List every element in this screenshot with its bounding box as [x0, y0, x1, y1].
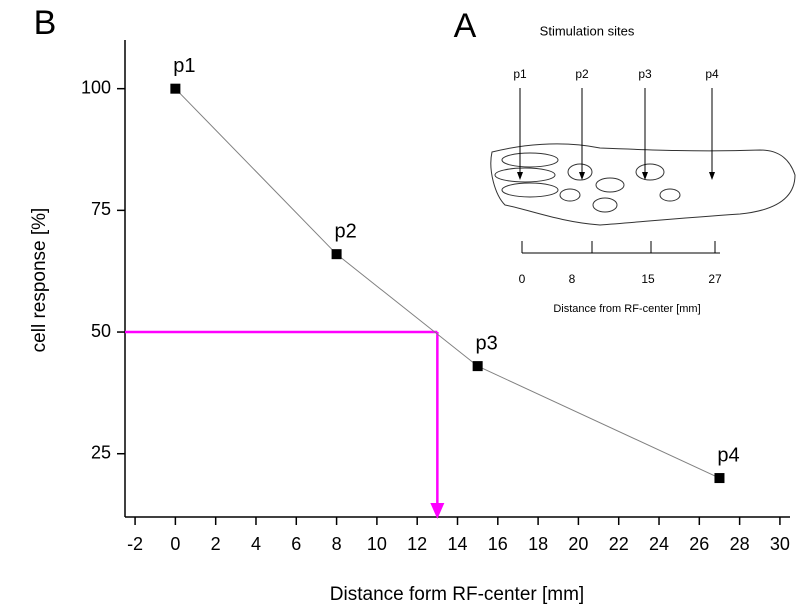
point-label: p4	[717, 444, 739, 466]
inset-arrowhead	[642, 172, 648, 180]
data-point	[472, 361, 483, 372]
x-tick-label: 4	[251, 534, 261, 554]
inset-site-label: p2	[575, 67, 589, 81]
inset-title: Stimulation sites	[540, 23, 635, 38]
x-tick-label: 6	[291, 534, 301, 554]
inset-tick-label: 27	[708, 272, 722, 286]
hand-details	[494, 152, 681, 213]
inset-tick-label: 0	[519, 272, 526, 286]
x-tick-label: 12	[407, 534, 427, 554]
x-tick-label: 16	[488, 534, 508, 554]
hand-outline	[490, 143, 796, 226]
inset-axis	[521, 241, 720, 254]
data-point	[331, 249, 342, 260]
x-tick-label: 2	[211, 534, 221, 554]
data-point	[714, 473, 725, 484]
inset-arrowhead	[517, 172, 523, 180]
panel-label: A	[454, 7, 477, 45]
y-tick-label: 75	[91, 199, 111, 219]
inset-tick-label: 15	[641, 272, 655, 286]
data-line	[175, 88, 720, 479]
y-axis-label: cell response [%]	[29, 208, 50, 353]
y-tick-label: 50	[91, 321, 111, 341]
x-tick-label: 20	[568, 534, 588, 554]
point-label: p1	[173, 55, 195, 77]
inset-site-label: p3	[638, 67, 652, 81]
x-tick-label: 0	[170, 534, 180, 554]
x-tick-label: 30	[770, 534, 790, 554]
x-tick-label: -2	[127, 534, 143, 554]
x-tick-label: 8	[332, 534, 342, 554]
x-tick-label: 24	[649, 534, 669, 554]
x-tick-label: 10	[367, 534, 387, 554]
x-tick-label: 22	[609, 534, 629, 554]
inset: A Stimulation sites Distance from RF-cen…	[454, 7, 796, 315]
annotation-arrowhead	[430, 503, 445, 519]
point-label: p3	[476, 332, 498, 354]
x-tick-label: 28	[730, 534, 750, 554]
inset-tick-label: 8	[569, 272, 576, 286]
x-tick-label: 18	[528, 534, 548, 554]
inset-site-label: p4	[705, 67, 719, 81]
inset-arrowhead	[579, 172, 585, 180]
panel-label: B	[34, 4, 57, 42]
inset-site-label: p1	[513, 67, 527, 81]
data-point	[170, 83, 181, 94]
x-axis-label: Distance form RF-center [mm]	[330, 584, 584, 605]
y-tick-label: 25	[91, 442, 111, 462]
x-tick-label: 26	[689, 534, 709, 554]
inset-x-label: Distance from RF-center [mm]	[553, 303, 700, 315]
y-tick-label: 100	[81, 77, 111, 97]
x-tick-label: 14	[447, 534, 467, 554]
inset-arrowhead	[709, 172, 715, 180]
point-label: p2	[334, 220, 356, 242]
